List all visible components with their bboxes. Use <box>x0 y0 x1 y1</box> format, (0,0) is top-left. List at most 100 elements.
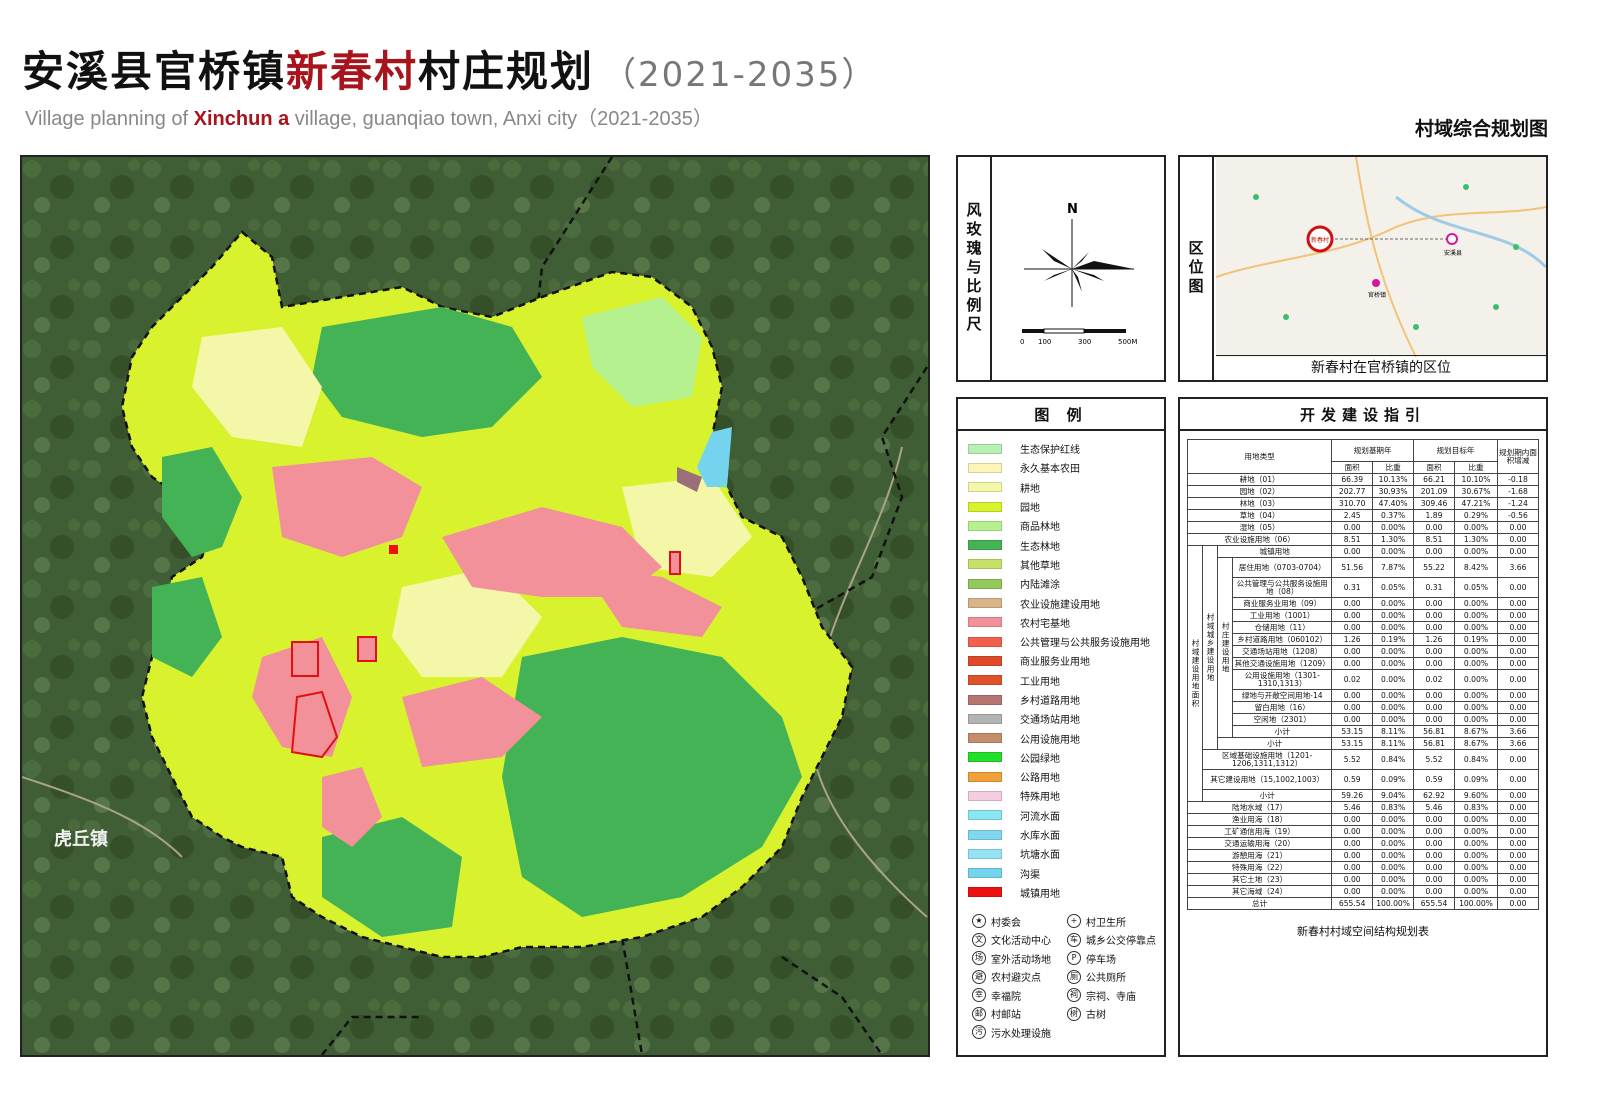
table-cell: 0.00 <box>1331 873 1374 886</box>
table-cell: 47.21% <box>1453 497 1499 510</box>
table-cell: 0.00 <box>1331 689 1374 702</box>
legend-swatch <box>968 636 1002 647</box>
row-label: 其它海域（24） <box>1186 885 1333 898</box>
residential-cluster-1 <box>272 457 422 557</box>
table-row: 小计 53.15 8.11% 56.81 8.67% 3.66 <box>1188 725 1539 738</box>
location-map[interactable]: 新春村 安溪县 官桥镇 <box>1216 157 1546 357</box>
legend-title: 图 例 <box>958 399 1164 431</box>
table-cell: 8.42% <box>1453 557 1499 578</box>
group-label-g1: 村域建设用地面积 <box>1186 545 1204 802</box>
symbol-icon: 文 <box>972 932 986 947</box>
table-cell: 0.00% <box>1453 645 1499 658</box>
legend-item: 农业设施建设用地 <box>968 593 1164 612</box>
table-cell: 0.00 <box>1413 645 1455 658</box>
row-label: 商业服务业用地（09） <box>1232 597 1333 610</box>
wind-rose-label-box: 风玫瑰与比例尺 <box>958 157 992 380</box>
symbol-label: 幸福院 <box>991 991 1021 1003</box>
page-title: 安溪县官桥镇新春村村庄规划 （2021-2035） <box>22 38 877 99</box>
table-row: 区域基础设施用地（1201-1206,1311,1312） 5.52 0.84% 5.… <box>1188 749 1539 770</box>
table-cell: 0.19% <box>1453 633 1499 646</box>
location-caption: 新春村在官桥镇的区位 <box>1216 355 1546 380</box>
table-cell: 62.92 <box>1413 789 1455 802</box>
table-cell: 0.00% <box>1372 621 1415 634</box>
table-cell: 0.00% <box>1453 669 1499 690</box>
legend-item: 园地 <box>968 497 1164 516</box>
table-cell: 0.00% <box>1372 713 1415 726</box>
loc-poi-2 <box>1283 314 1289 320</box>
table-cell: 0.00 <box>1413 609 1455 622</box>
symbol-icon: 厕 <box>1067 969 1081 984</box>
table-cell: 0.00 <box>1331 813 1374 826</box>
table-cell: 0.00 <box>1413 825 1455 838</box>
farmland-east <box>622 477 752 577</box>
table-cell: 8.11% <box>1372 725 1415 738</box>
loc-village-marker[interactable] <box>1306 225 1334 253</box>
row-label: 特殊用海（22） <box>1186 861 1333 874</box>
loc-river <box>1395 195 1546 269</box>
page-subtitle: Village planning of Xinchun a village, g… <box>25 102 713 131</box>
symbol-icon: + <box>1067 914 1081 929</box>
planned-parcel-2[interactable] <box>290 690 339 759</box>
loc-guanqiao-name: 官桥镇 <box>1368 291 1386 299</box>
loc-poi-4 <box>1493 304 1499 310</box>
table-cell: 0.00 <box>1497 689 1539 702</box>
table-cell: 0.00 <box>1497 825 1539 838</box>
table-cell: 1.89 <box>1413 509 1455 522</box>
table-cell: 7.87% <box>1372 557 1415 578</box>
legend-item: 农村宅基地 <box>968 613 1164 632</box>
table-cell: 51.56 <box>1331 557 1374 578</box>
legend-item: 其他草地 <box>968 555 1164 574</box>
table-cell: -1.68 <box>1497 485 1539 498</box>
legend-label: 交通场站用地 <box>1020 715 1080 727</box>
legend-item: 公用设施用地 <box>968 728 1164 747</box>
table-row: 工业用地（1001） 0.00 0.00% 0.00 0.00% 0.00 <box>1188 609 1539 622</box>
table-cell: 0.00% <box>1372 521 1415 534</box>
table-cell: 0.00 <box>1497 713 1539 726</box>
planned-parcel-4[interactable] <box>669 551 681 575</box>
row-label: 绿地与开敞空间用地-14 <box>1232 689 1333 702</box>
table-cell: 0.00% <box>1453 521 1499 534</box>
symbol-label: 室外活动场地 <box>991 954 1051 966</box>
table-cell: 0.02 <box>1413 669 1455 690</box>
legend-label: 园地 <box>1020 503 1040 515</box>
row-label: 游憩用海（21） <box>1186 849 1333 862</box>
planned-parcel-3[interactable] <box>357 636 377 662</box>
row-label: 仓储用地（11） <box>1232 621 1333 634</box>
legend-swatch <box>968 675 1002 686</box>
table-cell: 0.00 <box>1331 701 1374 714</box>
table-cell: 2.45 <box>1331 509 1374 522</box>
row-label: 交通运输用海（20） <box>1186 837 1333 850</box>
village-committee-marker[interactable] <box>389 545 398 554</box>
legend-swatch <box>968 520 1002 531</box>
table-cell: 0.00 <box>1413 701 1455 714</box>
table-row: 湿地（05） 0.00 0.00% 0.00 0.00% 0.00 <box>1186 521 1539 534</box>
table-cell: 0.00 <box>1331 849 1374 862</box>
scale-seg-2 <box>1043 328 1085 334</box>
legend-swatch <box>968 578 1002 589</box>
loc-guanqiao-marker <box>1372 279 1380 287</box>
boundary-southwest <box>321 1015 422 1055</box>
row-label: 其他交通设施用地（1209） <box>1232 657 1333 670</box>
table-cell: 3.66 <box>1497 557 1539 578</box>
legend-label: 公用设施用地 <box>1020 734 1080 746</box>
map-name: 村域综合规划图 <box>1414 118 1548 140</box>
location-label: 区位图 <box>1186 240 1205 297</box>
table-cell: 0.00 <box>1497 633 1539 646</box>
table-cell: 0.00 <box>1497 769 1539 790</box>
wind-rose-label: 风玫瑰与比例尺 <box>964 202 983 335</box>
subtitle-highlight: Xinchun a <box>193 108 290 130</box>
table-cell: 0.00% <box>1453 597 1499 610</box>
table-cell: 0.00 <box>1331 825 1374 838</box>
wind-rose-graphic: N 0 100 300 500M <box>1020 202 1137 346</box>
map-canvas[interactable]: 虎丘镇 <box>22 157 928 1055</box>
table-row: 总计 655.54 100.00% 655.54 100.00% 0.00 <box>1186 897 1539 910</box>
planned-parcel-1[interactable] <box>291 641 319 677</box>
table-cell: 0.00 <box>1497 873 1539 886</box>
main-map[interactable]: 虎丘镇 <box>20 155 930 1057</box>
symbol-item: 场室外活动场地 <box>972 951 1067 966</box>
table-cell: 56.81 <box>1413 737 1455 750</box>
row-label: 湿地（05） <box>1186 521 1333 534</box>
legend-swatch <box>968 790 1002 801</box>
legend-swatch <box>968 810 1002 821</box>
th-target: 规划目标年 <box>1413 439 1499 462</box>
